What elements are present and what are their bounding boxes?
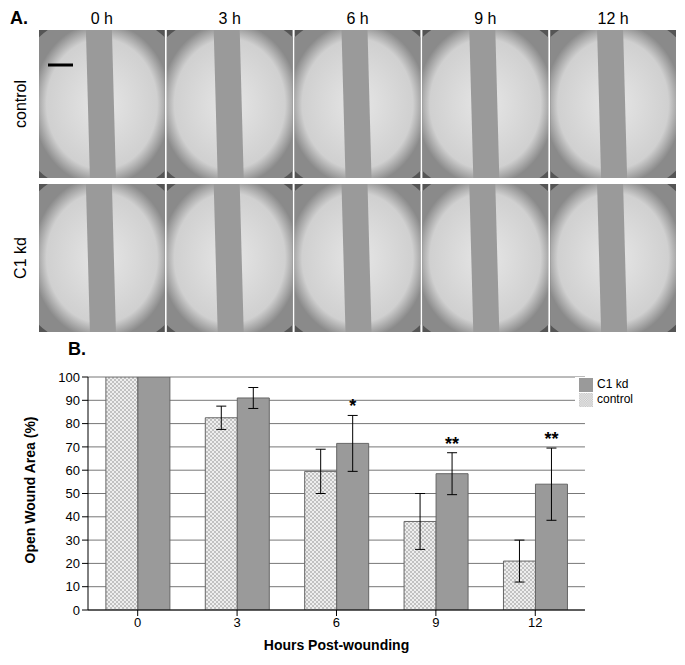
svg-text:0 h: 0 h (91, 10, 113, 27)
svg-text:3: 3 (233, 615, 240, 630)
svg-text:70: 70 (66, 440, 80, 455)
svg-text:*: * (349, 396, 356, 416)
svg-text:Hours Post-wounding: Hours Post-wounding (264, 637, 409, 653)
html-text:C1 kd: C1 kd (597, 377, 629, 391)
svg-text:60: 60 (66, 463, 80, 478)
svg-text:30: 30 (66, 533, 80, 548)
svg-text:100: 100 (58, 370, 80, 385)
svg-text:Open Wound Area (%): Open Wound Area (%) (22, 417, 38, 564)
svg-text:9: 9 (432, 615, 439, 630)
svg-text:90: 90 (66, 393, 80, 408)
svg-text:**: ** (445, 434, 459, 454)
svg-text:A.: A. (10, 8, 28, 28)
svg-text:12 h: 12 h (598, 10, 629, 27)
svg-text:**: ** (544, 429, 558, 449)
svg-text:0: 0 (134, 615, 141, 630)
svg-text:50: 50 (66, 486, 80, 501)
svg-text:3 h: 3 h (219, 10, 241, 27)
svg-text:10: 10 (66, 579, 80, 594)
svg-text:20: 20 (66, 556, 80, 571)
html-text:B.: B. (68, 339, 86, 359)
svg-text:6 h: 6 h (346, 10, 368, 27)
svg-text:6: 6 (333, 615, 340, 630)
svg-text:40: 40 (66, 509, 80, 524)
svg-text:0: 0 (73, 603, 80, 618)
svg-text:12: 12 (528, 615, 542, 630)
svg-text:C1 kd: C1 kd (12, 237, 29, 279)
svg-text:9 h: 9 h (474, 10, 496, 27)
svg-text:80: 80 (66, 416, 80, 431)
html-text:control: control (597, 391, 633, 406)
svg-text:control: control (12, 80, 29, 128)
